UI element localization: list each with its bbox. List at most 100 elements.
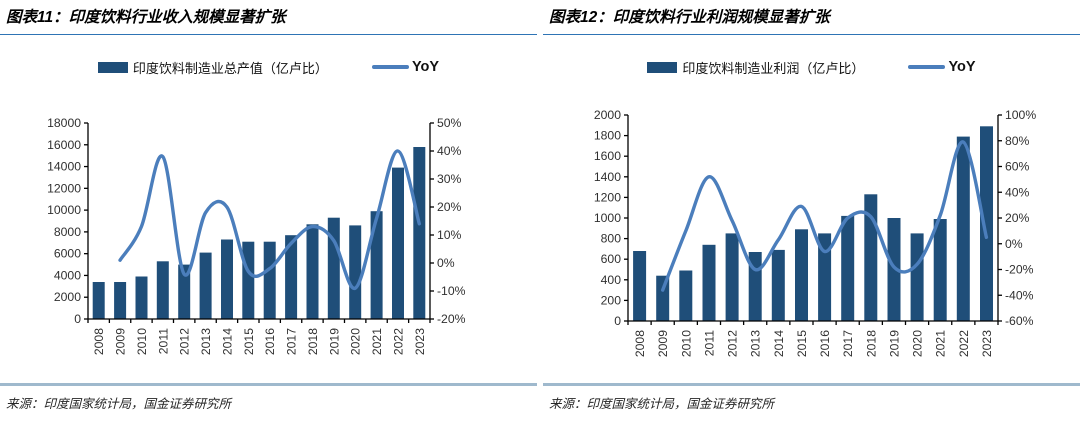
- svg-text:2009: 2009: [114, 328, 128, 355]
- left-axis-labels: 0 200 400 600 800 1000 1200 1400 1600 1800 2000: [594, 108, 628, 328]
- right-axis-labels: -60% -40% -20% 0% 20% 40% 60% 80% 100%: [998, 108, 1036, 328]
- bar-series: [92, 147, 426, 319]
- line-series-label: YoY: [948, 59, 976, 75]
- x-axis-labels: 2008 2009 2010 2011 2012 2013 2014 2015 2016 2017…: [633, 330, 994, 357]
- svg-text:2023: 2023: [413, 328, 427, 355]
- line-series-swatch: [371, 65, 409, 69]
- svg-text:20%: 20%: [1005, 211, 1030, 225]
- svg-text:-60%: -60%: [1005, 314, 1034, 328]
- svg-text:1200: 1200: [594, 190, 621, 204]
- svg-text:10%: 10%: [437, 228, 462, 242]
- svg-text:40%: 40%: [1005, 185, 1030, 199]
- page-title: 图表11：印度饮料行业收入规模显著扩张: [6, 9, 286, 26]
- svg-text:2012: 2012: [178, 328, 192, 355]
- svg-text:2013: 2013: [199, 328, 213, 355]
- svg-text:2008: 2008: [633, 330, 647, 357]
- svg-text:2022: 2022: [957, 330, 971, 357]
- svg-text:2009: 2009: [656, 330, 670, 357]
- svg-text:2022: 2022: [391, 328, 405, 355]
- svg-text:2015: 2015: [795, 330, 809, 357]
- svg-text:2020: 2020: [911, 330, 925, 357]
- svg-text:2000: 2000: [54, 290, 81, 304]
- svg-text:2014: 2014: [772, 330, 786, 357]
- chart-canvas: 0 200 400 600 800 1000 1200 1400 1600 1800 2000 -60…: [594, 108, 1036, 357]
- svg-text:-10%: -10%: [437, 284, 466, 298]
- svg-text:50%: 50%: [437, 116, 462, 130]
- svg-text:200: 200: [601, 293, 622, 307]
- svg-text:10000: 10000: [47, 203, 81, 217]
- svg-text:-20%: -20%: [1005, 263, 1034, 277]
- svg-text:8000: 8000: [54, 225, 81, 239]
- svg-text:2018: 2018: [306, 328, 320, 355]
- bar-series: [633, 126, 993, 321]
- svg-text:0: 0: [74, 312, 81, 326]
- svg-text:80%: 80%: [1005, 134, 1030, 148]
- svg-text:2017: 2017: [841, 330, 855, 357]
- legend: 印度饮料制造业总产值（亿卢比） YoY: [0, 59, 537, 76]
- svg-text:2017: 2017: [285, 328, 299, 355]
- source-divider: [0, 383, 537, 386]
- right-axis-labels: -20% -10% 0% 10% 20% 30% 40% 50%: [430, 116, 466, 326]
- svg-text:400: 400: [601, 273, 622, 287]
- line-series-swatch: [908, 65, 946, 69]
- bar-series-swatch: [647, 61, 678, 73]
- svg-text:2012: 2012: [726, 330, 740, 357]
- svg-text:30%: 30%: [437, 172, 462, 186]
- yoy-line: [660, 140, 989, 292]
- x-axis-ticks: [627, 321, 999, 325]
- svg-text:2011: 2011: [702, 330, 716, 356]
- bar-series-label: 印度饮料制造业利润（亿卢比）: [682, 60, 865, 76]
- svg-text:100%: 100%: [1005, 108, 1036, 122]
- svg-text:2021: 2021: [934, 330, 948, 357]
- source-note: 来源：印度国家统计局，国金证券研究所: [6, 397, 232, 411]
- line-series-label: YoY: [411, 59, 440, 75]
- svg-text:18000: 18000: [47, 116, 81, 130]
- svg-text:1800: 1800: [594, 129, 621, 143]
- svg-text:0: 0: [614, 314, 621, 328]
- bar-series-swatch: [97, 61, 128, 73]
- svg-text:4000: 4000: [54, 268, 81, 282]
- svg-text:2018: 2018: [864, 330, 878, 357]
- svg-text:2014: 2014: [220, 328, 234, 355]
- x-axis-labels: 2008 2009 2010 2011 2012 2013 2014 2015 2016 2017…: [92, 328, 427, 355]
- svg-text:1400: 1400: [594, 170, 621, 184]
- legend: 印度饮料制造业利润（亿卢比） YoY: [543, 59, 1080, 76]
- svg-text:0%: 0%: [1005, 237, 1023, 251]
- svg-text:2020: 2020: [349, 328, 363, 355]
- svg-text:2000: 2000: [594, 108, 621, 122]
- svg-text:1000: 1000: [594, 211, 621, 225]
- svg-text:1600: 1600: [594, 149, 621, 163]
- chart-canvas: 0 2000 4000 6000 8000 10000 12000 14000 16000 180…: [47, 116, 466, 355]
- chart-panel-revenue: 图表11：印度饮料行业收入规模显著扩张 印度饮料制造业总产值（亿卢比） YoY …: [0, 0, 537, 423]
- chart-panel-profit: 图表12：印度饮料行业利润规模显著扩张 印度饮料制造业利润（亿卢比） YoY 0…: [543, 0, 1080, 423]
- svg-text:600: 600: [601, 252, 622, 266]
- svg-text:60%: 60%: [1005, 160, 1030, 174]
- source-note: 来源：印度国家统计局，国金证券研究所: [549, 397, 775, 411]
- x-axis-ticks: [87, 319, 431, 323]
- svg-text:-20%: -20%: [437, 312, 466, 326]
- svg-text:16000: 16000: [47, 138, 81, 152]
- svg-text:2023: 2023: [980, 330, 994, 357]
- svg-text:0%: 0%: [437, 256, 455, 270]
- svg-text:2019: 2019: [887, 330, 901, 357]
- bar-series-label: 印度饮料制造业总产值（亿卢比）: [132, 60, 328, 76]
- svg-text:2013: 2013: [749, 330, 763, 357]
- svg-text:2016: 2016: [818, 330, 832, 357]
- svg-text:800: 800: [601, 232, 622, 246]
- svg-text:2016: 2016: [263, 328, 277, 355]
- svg-text:2010: 2010: [679, 330, 693, 357]
- svg-text:2011: 2011: [156, 328, 170, 354]
- svg-text:-40%: -40%: [1005, 288, 1034, 302]
- title-divider: [0, 34, 537, 35]
- svg-text:2019: 2019: [327, 328, 341, 355]
- source-divider: [543, 383, 1080, 386]
- svg-text:6000: 6000: [54, 247, 81, 261]
- svg-text:40%: 40%: [437, 144, 462, 158]
- svg-text:2010: 2010: [135, 328, 149, 355]
- left-axis-labels: 0 2000 4000 6000 8000 10000 12000 14000 16000 180…: [47, 116, 88, 326]
- yoy-line: [118, 149, 421, 290]
- title-divider: [543, 34, 1080, 35]
- page-title: 图表12：印度饮料行业利润规模显著扩张: [549, 9, 830, 26]
- svg-text:2008: 2008: [92, 328, 106, 355]
- svg-text:20%: 20%: [437, 200, 462, 214]
